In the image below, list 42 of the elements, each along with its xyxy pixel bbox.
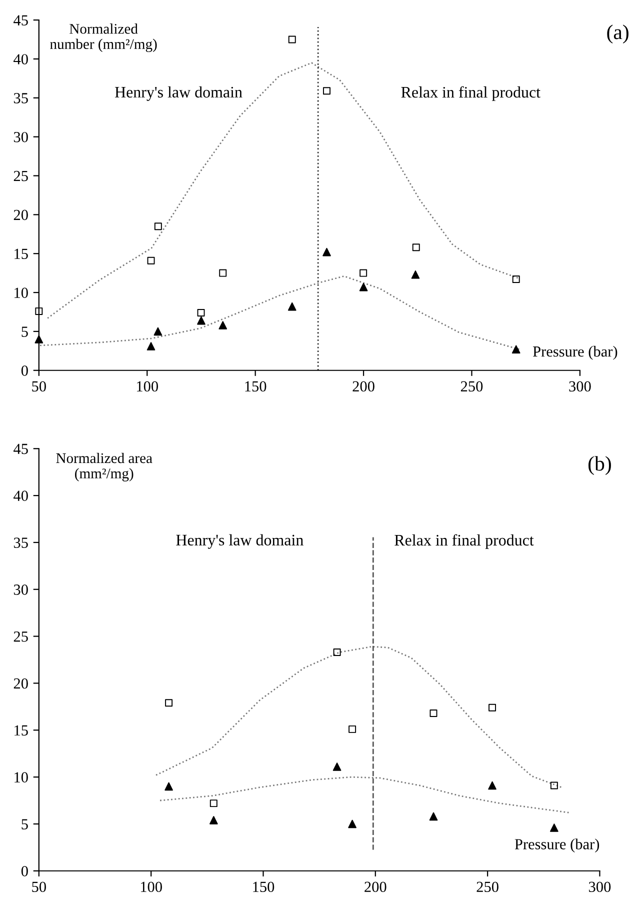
y-tick-label: 45: [14, 15, 28, 26]
y-tick-label: 25: [14, 170, 28, 182]
y-tick-label: 35: [14, 538, 28, 548]
annotation: Henry's law domain: [114, 86, 242, 101]
x-tick-label: 150: [245, 381, 266, 392]
y-tick-label: 45: [14, 444, 28, 454]
x-tick-label: 300: [588, 882, 611, 892]
y-tick-label: 10: [14, 772, 28, 782]
x-tick-label: 250: [476, 882, 498, 892]
x-axis-title: Pressure (bar): [514, 838, 600, 852]
x-tick-label: 50: [32, 381, 46, 392]
x-tick-label: 100: [140, 882, 162, 892]
text: (a): [607, 24, 628, 44]
annotation: (b): [588, 456, 611, 475]
y-tick-label: 25: [14, 631, 28, 642]
y-tick-label: 30: [14, 132, 28, 142]
x-tick-label: 300: [569, 381, 591, 392]
y-axis-title: Normalized number (mm²/mg): [50, 24, 157, 52]
y-tick-label: 5: [22, 819, 28, 830]
x-tick-label: 150: [253, 882, 274, 892]
y-tick-label: 40: [14, 54, 28, 64]
y-axis-title: Normalized area (mm²/mg): [56, 452, 152, 482]
x-tick-label: 200: [364, 882, 386, 892]
y-tick-label: 20: [14, 210, 28, 220]
y-tick-label: 0: [21, 366, 28, 376]
x-tick-label: 50: [32, 882, 46, 892]
y-tick-label: 15: [14, 248, 28, 260]
annotation: Relax in final product: [401, 86, 540, 101]
x-axis-title: Pressure (bar): [532, 346, 618, 360]
annotation: Henry's law domain: [176, 534, 304, 549]
x-tick-label: 100: [137, 381, 158, 392]
y-tick-label: 20: [14, 678, 28, 689]
y-tick-label: 10: [14, 288, 28, 298]
x-tick-label: 250: [460, 381, 483, 392]
y-tick-label: 30: [14, 584, 28, 595]
y-tick-label: 0: [21, 866, 28, 876]
y-tick-label: 5: [22, 326, 28, 337]
y-tick-label: 35: [14, 93, 28, 104]
annotation: Relax in final product: [394, 534, 534, 549]
y-tick-label: 40: [14, 490, 28, 501]
y-tick-label: 15: [14, 725, 28, 736]
x-tick-label: 200: [352, 381, 374, 392]
